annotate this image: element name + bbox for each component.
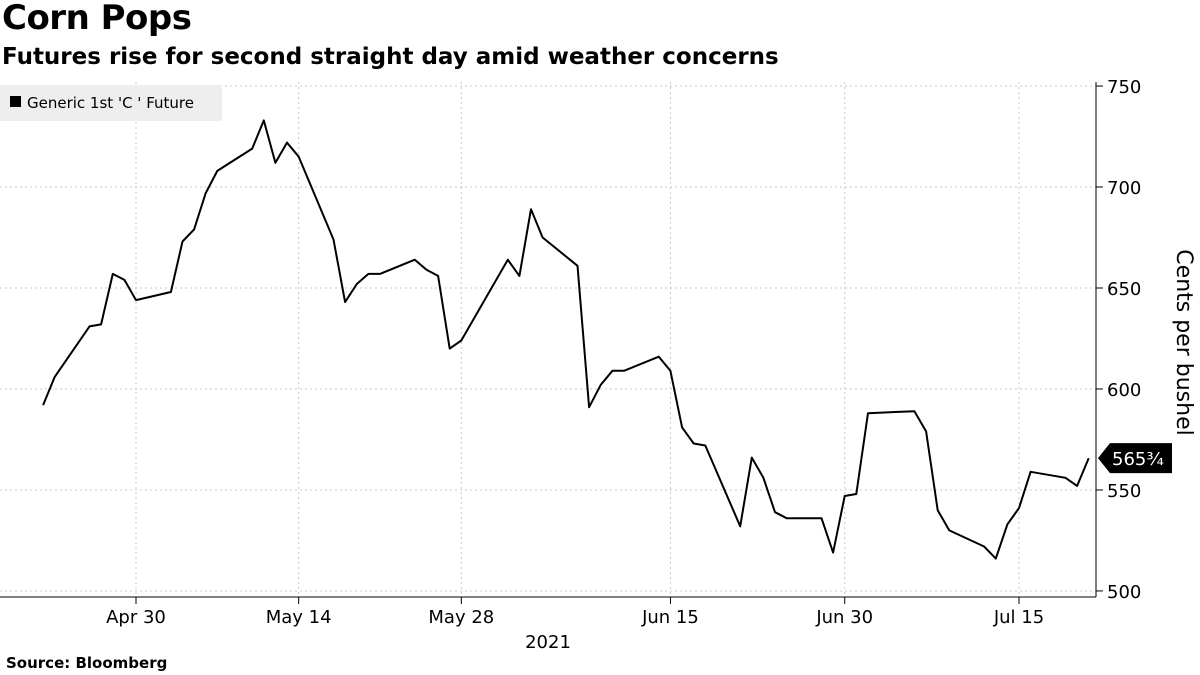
x-tick-label: May 14	[266, 607, 332, 628]
gridlines	[0, 82, 1096, 597]
x-year-label: 2021	[525, 632, 571, 653]
y-tick-label: 500	[1107, 582, 1141, 603]
x-tick-label: May 28	[428, 607, 494, 628]
x-tick-label: Jul 15	[993, 607, 1044, 628]
axes: 500 550 600 650 700 750 Apr 30 May 14 May 28 Jun …	[0, 77, 1196, 653]
legend-swatch	[10, 96, 21, 107]
series-layer	[42, 119, 1090, 560]
legend-box	[0, 85, 222, 121]
last-value-callout: 565¾	[1098, 443, 1172, 474]
legend: Generic 1st 'C ' Future	[0, 85, 222, 121]
chart-title: Corn Pops	[2, 0, 192, 38]
y-tick-label: 650	[1107, 279, 1141, 300]
x-tick-label: Jun 30	[815, 607, 873, 628]
y-tick-label: 550	[1107, 481, 1141, 502]
x-tick-label: Apr 30	[106, 607, 166, 628]
x-tick-label: Jun 15	[641, 607, 699, 628]
series-line	[42, 119, 1090, 560]
y-tick-label: 700	[1107, 178, 1141, 199]
y-axis-title: Cents per bushel	[1171, 249, 1196, 435]
callout-marker	[1098, 443, 1172, 474]
callout-label: 565¾	[1112, 449, 1164, 470]
chart-subtitle: Futures rise for second straight day ami…	[2, 44, 779, 70]
source-note: Source: Bloomberg	[6, 654, 168, 672]
y-tick-label: 750	[1107, 77, 1141, 98]
y-tick-label: 600	[1107, 380, 1141, 401]
legend-label: Generic 1st 'C ' Future	[27, 94, 194, 112]
